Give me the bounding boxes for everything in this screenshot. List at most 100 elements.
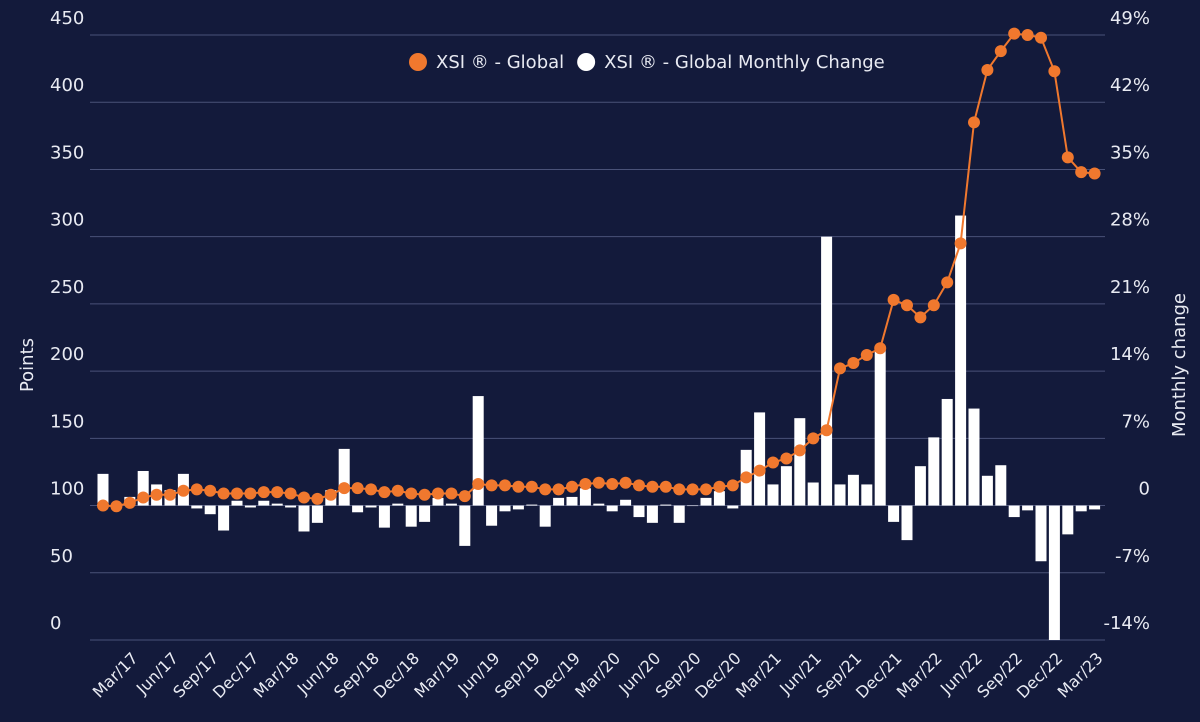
- bar: [713, 491, 725, 506]
- point: [123, 496, 136, 509]
- point: [432, 487, 444, 500]
- point: [633, 479, 645, 492]
- bar: [633, 505, 645, 518]
- bar: [486, 505, 498, 526]
- point: [673, 483, 686, 496]
- bar: [365, 505, 377, 508]
- point: [231, 487, 243, 500]
- bar: [727, 505, 739, 509]
- bar: [968, 408, 980, 506]
- bar: [941, 398, 953, 506]
- bar: [579, 488, 591, 506]
- point: [860, 348, 873, 361]
- bar: [1062, 505, 1074, 535]
- point: [592, 476, 605, 489]
- bar: [1022, 505, 1034, 511]
- point: [981, 63, 994, 76]
- y-tick-label: 300: [50, 210, 84, 231]
- bar: [432, 497, 444, 506]
- bar: [97, 473, 109, 506]
- bar: [767, 484, 779, 506]
- bar: [646, 505, 658, 523]
- point: [847, 357, 860, 370]
- point: [793, 444, 806, 457]
- point: [646, 480, 659, 493]
- point: [1021, 29, 1034, 41]
- point: [954, 237, 967, 250]
- y-tick-label: 200: [50, 344, 84, 365]
- bar: [874, 348, 886, 506]
- bar: [1089, 505, 1101, 510]
- point: [1048, 65, 1061, 78]
- bar: [847, 474, 859, 506]
- point: [914, 311, 927, 324]
- point: [887, 293, 900, 306]
- point: [137, 491, 150, 504]
- point: [1061, 151, 1074, 164]
- bar: [258, 500, 270, 506]
- point: [619, 476, 632, 489]
- point: [994, 45, 1007, 58]
- bar: [861, 484, 873, 506]
- bar: [218, 505, 230, 531]
- bar: [888, 505, 900, 522]
- point: [767, 456, 779, 469]
- point: [418, 488, 431, 501]
- point: [177, 484, 190, 497]
- point: [700, 483, 712, 496]
- bar: [794, 418, 806, 506]
- point: [941, 276, 954, 289]
- bar: [419, 505, 431, 522]
- point: [753, 464, 766, 477]
- y-tick-label: 100: [50, 479, 84, 500]
- legend-label: XSI ® - Global: [436, 52, 564, 73]
- bar: [298, 505, 310, 532]
- bar: [526, 504, 538, 506]
- point: [512, 480, 525, 493]
- point: [391, 484, 404, 497]
- point: [405, 487, 418, 500]
- point: [726, 479, 739, 492]
- point: [566, 480, 578, 493]
- point: [740, 471, 753, 484]
- point: [552, 483, 565, 496]
- point: [820, 424, 833, 437]
- bar: [928, 437, 940, 506]
- bar: [914, 466, 926, 506]
- bar: [995, 465, 1007, 506]
- y-tick-label: 400: [50, 75, 84, 96]
- point: [1088, 167, 1101, 180]
- point: [110, 500, 123, 513]
- point: [244, 487, 257, 500]
- y2-tick-label: -7%: [1115, 546, 1150, 567]
- bar: [352, 505, 364, 513]
- point: [472, 478, 485, 491]
- bar: [660, 504, 672, 506]
- point: [97, 499, 109, 512]
- bar: [780, 466, 792, 506]
- y-tick-label: 0: [50, 613, 61, 634]
- y-tick-label: 350: [50, 142, 84, 163]
- point: [807, 432, 820, 445]
- y-tick-label: 250: [50, 277, 84, 298]
- point: [780, 452, 793, 465]
- bar: [620, 499, 632, 506]
- point: [686, 483, 699, 496]
- bar: [392, 503, 404, 506]
- bar: [807, 482, 819, 506]
- point: [378, 486, 391, 499]
- point: [1008, 27, 1021, 40]
- y2-tick-label: 7%: [1121, 411, 1150, 432]
- y-tick-label: 450: [50, 8, 84, 29]
- y2-tick-label: 28%: [1110, 210, 1150, 231]
- point: [338, 482, 351, 495]
- point: [525, 480, 538, 493]
- bar: [593, 503, 605, 506]
- point: [365, 483, 377, 496]
- bar: [311, 505, 323, 523]
- point: [298, 491, 310, 504]
- point: [834, 362, 846, 375]
- bar: [1075, 505, 1087, 512]
